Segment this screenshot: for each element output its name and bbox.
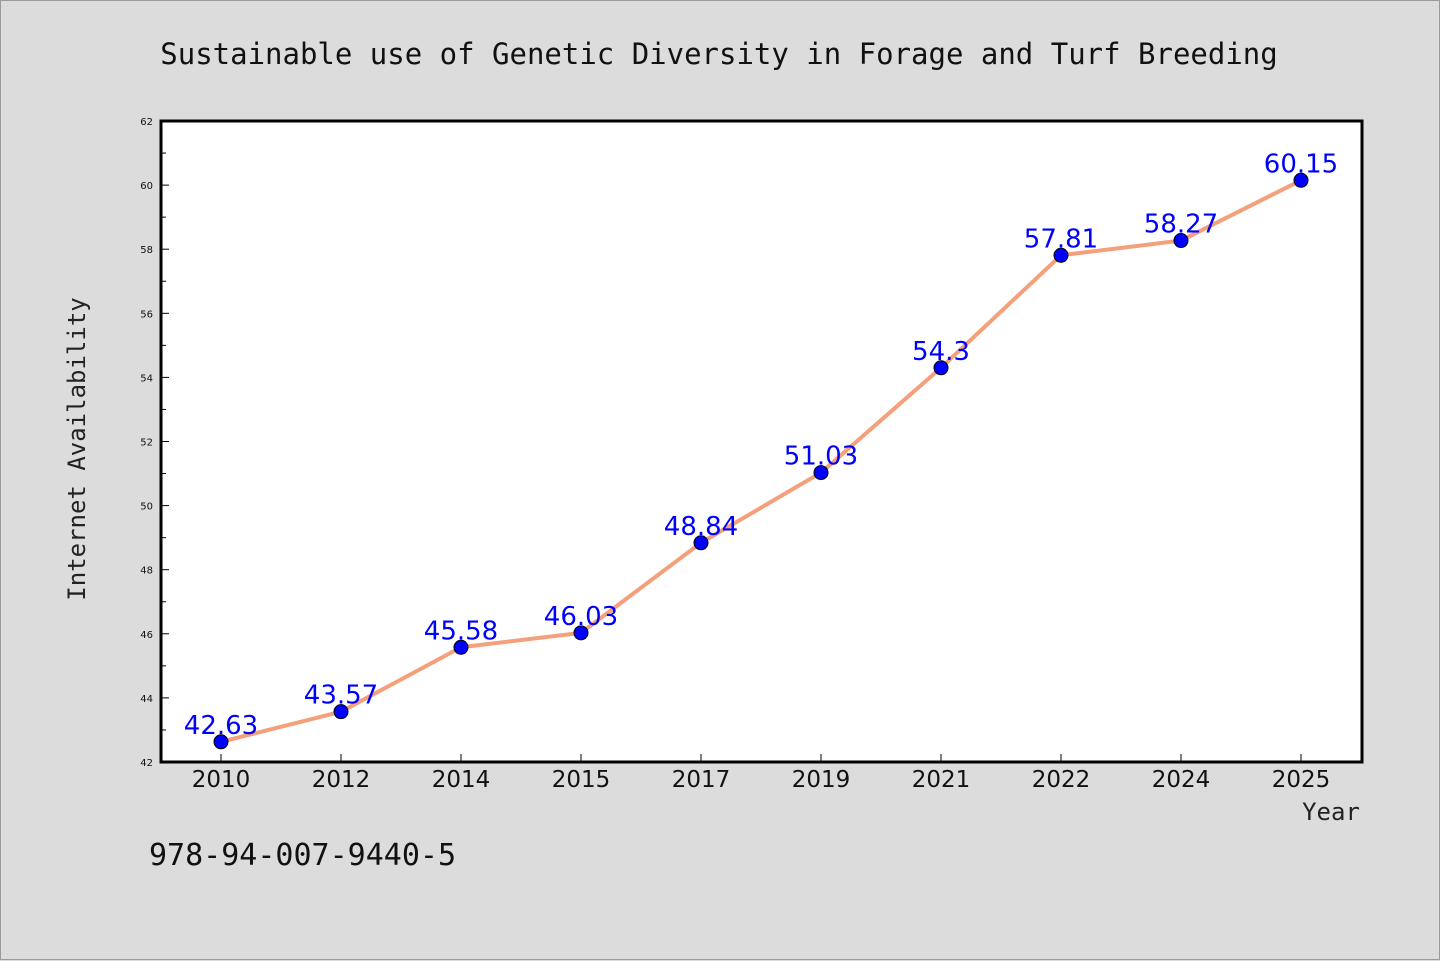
data-label: 46.03	[544, 602, 618, 632]
data-point	[1053, 247, 1069, 263]
series-line-group	[220, 178, 1302, 744]
y-tick-label: 46	[140, 630, 153, 641]
x-tick-label: 2021	[912, 767, 971, 793]
data-points	[213, 172, 1309, 750]
data-label: 42.63	[184, 711, 258, 741]
data-label: 48.84	[664, 512, 738, 542]
x-tick-label: 2024	[1152, 767, 1211, 793]
y-tick-label: 52	[140, 438, 153, 449]
x-tick-label: 2025	[1272, 767, 1331, 793]
y-tick-label: 56	[140, 309, 153, 320]
x-tick-label: 2010	[192, 767, 251, 793]
y-tick-label: 50	[140, 502, 153, 513]
data-label: 54.3	[912, 337, 970, 367]
data-label: 43.57	[304, 681, 378, 711]
y-tick-label: 62	[140, 117, 153, 128]
x-tick-label: 2015	[552, 767, 611, 793]
data-point	[333, 704, 349, 720]
data-point	[1173, 233, 1189, 249]
data-label: 57.81	[1024, 224, 1098, 254]
data-point	[453, 639, 469, 655]
x-tick-label: 2017	[672, 767, 731, 793]
y-tick-label: 44	[140, 694, 153, 705]
data-point	[1293, 172, 1309, 188]
y-tick-label: 42	[140, 758, 153, 769]
data-label: 60.15	[1264, 149, 1338, 179]
x-tick-label: 2019	[792, 767, 851, 793]
chart-title: Sustainable use of Genetic Diversity in …	[160, 37, 1277, 71]
data-point	[933, 360, 949, 376]
x-axis-title: Year	[1302, 798, 1360, 826]
y-axis-title: Internet Availability	[63, 297, 91, 600]
data-point	[213, 734, 229, 750]
data-label: 51.03	[784, 442, 858, 472]
y-tick-label: 48	[140, 566, 153, 577]
x-axis: 2010 2012 2014 2015 2017 2019 2021 2022 2024 2025	[192, 754, 1331, 793]
isbn-footnote: 978-94-007-9440-5	[149, 838, 456, 873]
data-point	[573, 625, 589, 641]
data-label: 58.27	[1144, 210, 1218, 240]
data-label: 45.58	[424, 616, 498, 646]
data-point	[693, 535, 709, 551]
x-tick-label: 2014	[432, 767, 491, 793]
plot-area	[159, 119, 1364, 764]
series-line	[220, 178, 1302, 744]
y-tick-label: 60	[140, 181, 153, 192]
data-point	[813, 465, 829, 481]
x-tick-label: 2022	[1032, 767, 1091, 793]
y-tick-label: 54	[140, 373, 153, 384]
y-tick-label: 58	[140, 245, 153, 256]
data-labels: 42.63 43.57 45.58 46.03 48.84 51.03 54.3 57.81 5…	[184, 149, 1338, 741]
x-tick-label: 2012	[312, 767, 371, 793]
y-axis: 42 44 46 48 50 52 54 56 58 60 62	[140, 117, 169, 769]
